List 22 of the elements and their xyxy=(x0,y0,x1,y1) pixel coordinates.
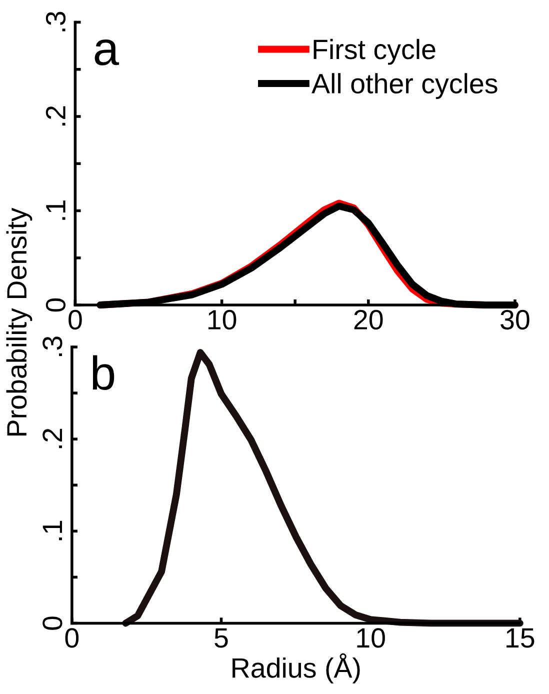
x-axis-title: Radius (Å) xyxy=(232,653,360,684)
y-tick-label: .1 xyxy=(42,520,62,540)
legend-label: All other cycles xyxy=(312,73,498,99)
y-tick-label: .2 xyxy=(42,428,62,448)
annotation: b xyxy=(92,355,114,390)
y-tick-label: .3 xyxy=(42,336,62,356)
x-tick-label: 10 xyxy=(208,310,236,330)
x-tick-label: 0 xyxy=(65,628,79,648)
legend-label: First cycle xyxy=(314,38,436,65)
y-axis-title: Probability Density xyxy=(6,208,32,436)
x-tick-label: 5 xyxy=(214,628,228,648)
y-tick-label: .3 xyxy=(46,12,66,32)
x-tick-label: 20 xyxy=(354,310,383,330)
y-tick-label: 0 xyxy=(42,616,62,630)
x-tick-label: 15 xyxy=(506,628,534,648)
y-tick-label: 0 xyxy=(46,298,66,312)
y-tick-label: .1 xyxy=(46,200,66,220)
x-tick-label: 30 xyxy=(500,310,530,330)
x-tick-label: 0 xyxy=(68,310,82,330)
x-tick-label: 10 xyxy=(357,628,385,648)
y-tick-label: .2 xyxy=(46,106,66,126)
annotation: a xyxy=(94,40,120,66)
